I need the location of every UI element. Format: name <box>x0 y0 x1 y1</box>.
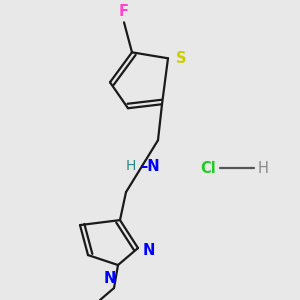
Text: N: N <box>103 271 116 286</box>
Text: H: H <box>126 159 136 173</box>
Text: S: S <box>176 51 187 66</box>
Text: H: H <box>258 161 269 176</box>
Text: –N: –N <box>140 159 160 174</box>
Text: F: F <box>119 4 129 19</box>
Text: N: N <box>143 243 155 258</box>
Text: Cl: Cl <box>200 161 216 176</box>
